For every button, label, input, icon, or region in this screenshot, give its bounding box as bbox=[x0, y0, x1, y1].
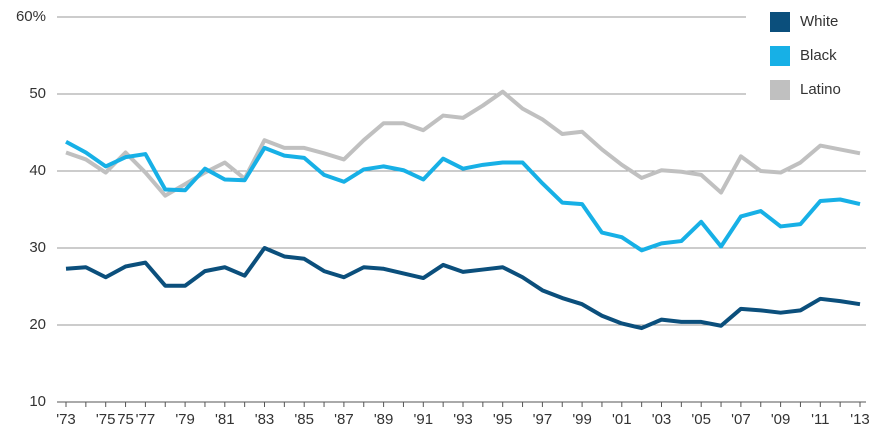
y-tick-label: 40 bbox=[29, 162, 46, 179]
y-tick-label: 10 bbox=[29, 393, 46, 410]
legend-swatch bbox=[770, 12, 790, 32]
x-tick-label: '91 bbox=[414, 411, 434, 428]
y-tick-label: 30 bbox=[29, 239, 46, 256]
x-tick-label: '09 bbox=[771, 411, 791, 428]
line-series bbox=[65, 89, 861, 198]
x-tick-label: '73 bbox=[56, 411, 76, 428]
x-tick-label: '77 bbox=[136, 411, 156, 428]
x-tick-label: 75 bbox=[117, 411, 134, 428]
x-tick-label: '79 bbox=[175, 411, 195, 428]
line-series bbox=[65, 139, 861, 253]
x-tick-label: '93 bbox=[453, 411, 473, 428]
x-tick-label: '95 bbox=[493, 411, 513, 428]
line-series bbox=[65, 246, 861, 331]
y-tick-label: 50 bbox=[29, 85, 46, 102]
x-tick-label: '05 bbox=[691, 411, 711, 428]
x-tick-label: '81 bbox=[215, 411, 235, 428]
x-tick-label: '97 bbox=[533, 411, 553, 428]
legend-background bbox=[746, 4, 866, 108]
x-tick-label: '87 bbox=[334, 411, 354, 428]
x-tick-label: '13 bbox=[850, 411, 870, 428]
legend-swatch bbox=[770, 80, 790, 100]
legend-label: White bbox=[800, 13, 838, 30]
x-tick-label: '83 bbox=[255, 411, 275, 428]
x-tick-label: '07 bbox=[731, 411, 751, 428]
legend-label: Latino bbox=[800, 81, 841, 98]
x-tick-label: '85 bbox=[294, 411, 314, 428]
legend-label: Black bbox=[800, 47, 837, 64]
x-tick-label: '03 bbox=[652, 411, 672, 428]
legend-swatch bbox=[770, 46, 790, 66]
x-tick-label: '75 bbox=[96, 411, 116, 428]
y-tick-label: 60% bbox=[16, 8, 46, 25]
x-tick-label: '11 bbox=[811, 411, 829, 428]
x-tick-label: '99 bbox=[572, 411, 592, 428]
x-tick-label: '89 bbox=[374, 411, 394, 428]
y-tick-label: 20 bbox=[29, 316, 46, 333]
x-tick-label: '01 bbox=[612, 411, 632, 428]
